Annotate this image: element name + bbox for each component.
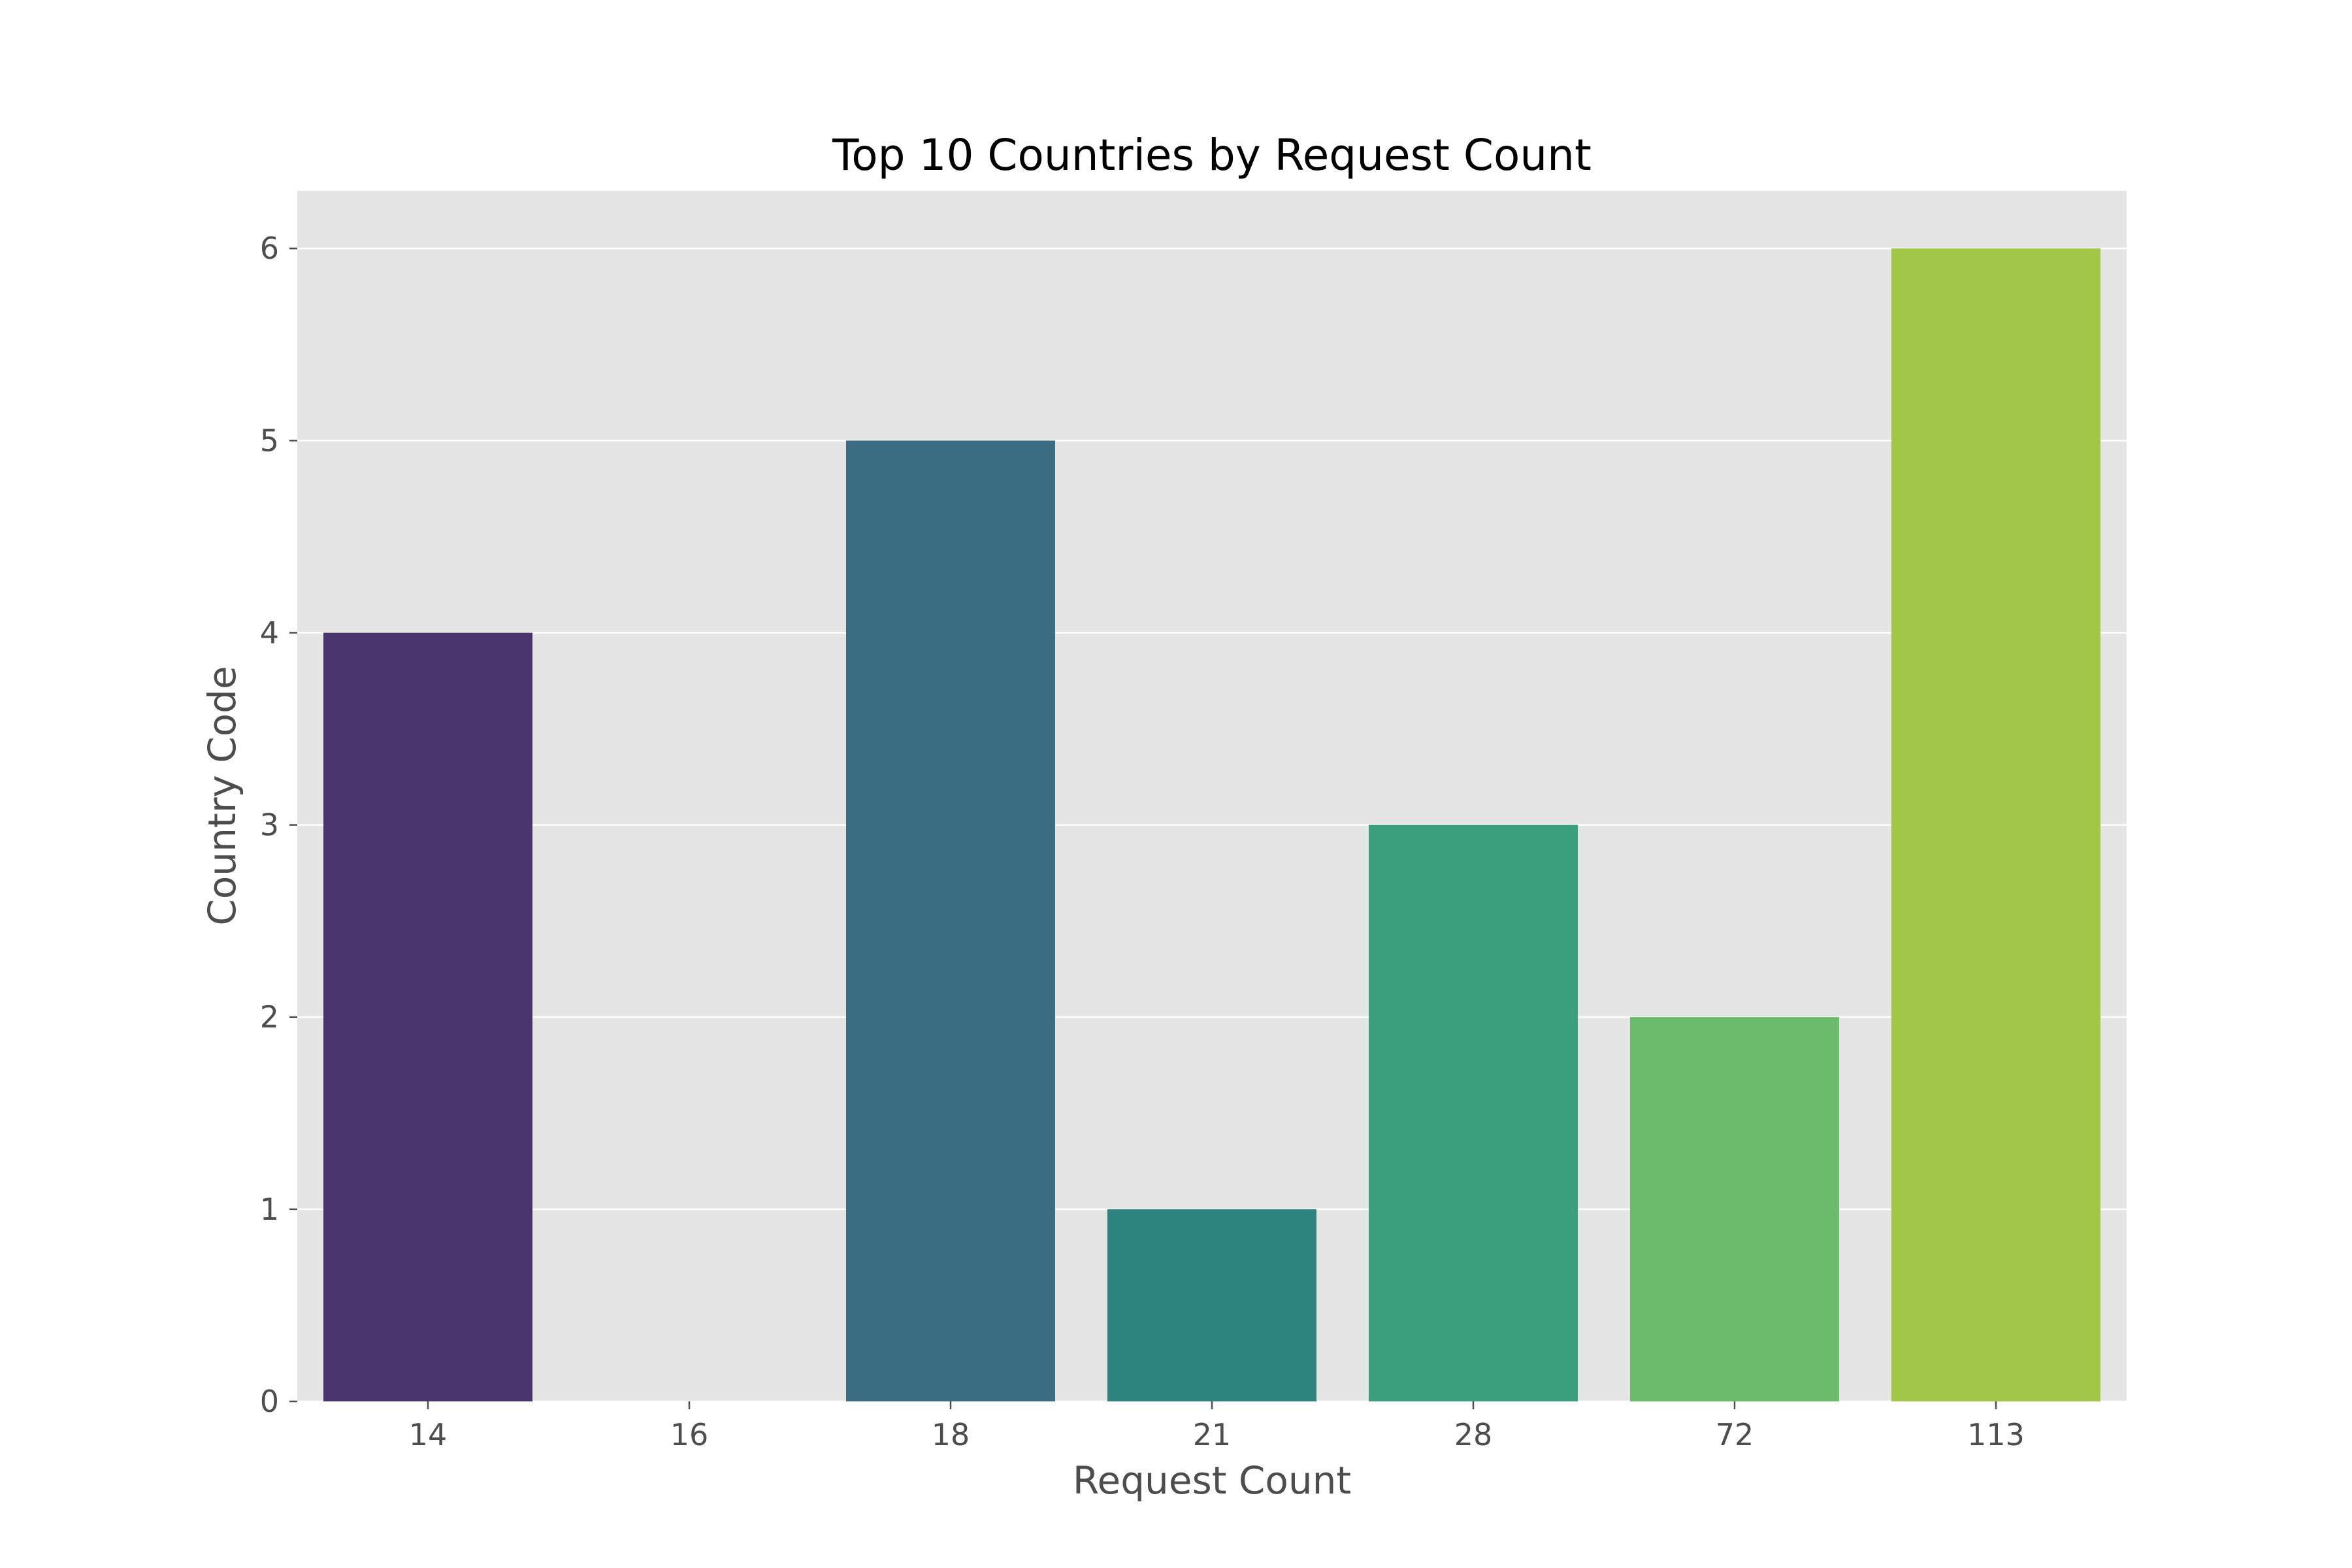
y-tick-label: 1 <box>260 1192 279 1227</box>
bar-72 <box>1630 1017 1839 1401</box>
x-tick-label: 72 <box>1716 1417 1754 1452</box>
x-tick-label: 18 <box>932 1417 970 1452</box>
x-axis-label: Request Count <box>1073 1458 1351 1503</box>
bar-113 <box>1891 248 2100 1402</box>
bar-14 <box>323 632 532 1401</box>
x-axis: 14 16 18 21 28 72 113 <box>409 1401 2025 1452</box>
y-tick-label: 2 <box>260 1000 279 1035</box>
bars <box>323 248 2100 1402</box>
y-tick-label: 3 <box>260 808 279 843</box>
y-tick-label: 0 <box>260 1384 279 1419</box>
x-tick-label: 21 <box>1193 1417 1232 1452</box>
y-tick-label: 6 <box>260 231 279 266</box>
y-tick-label: 4 <box>260 615 279 650</box>
y-axis: 0 1 2 3 4 5 6 <box>260 231 297 1419</box>
x-tick-label: 14 <box>409 1417 448 1452</box>
chart-title: Top 10 Countries by Request Count <box>832 130 1592 180</box>
y-tick-label: 5 <box>260 423 279 458</box>
x-tick-label: 16 <box>670 1417 709 1452</box>
y-axis-label: Country Code <box>200 666 244 925</box>
x-tick-label: 113 <box>1967 1417 2025 1452</box>
bar-28 <box>1369 825 1578 1401</box>
bar-18 <box>846 440 1055 1402</box>
x-tick-label: 28 <box>1454 1417 1493 1452</box>
bar-21 <box>1107 1209 1316 1401</box>
